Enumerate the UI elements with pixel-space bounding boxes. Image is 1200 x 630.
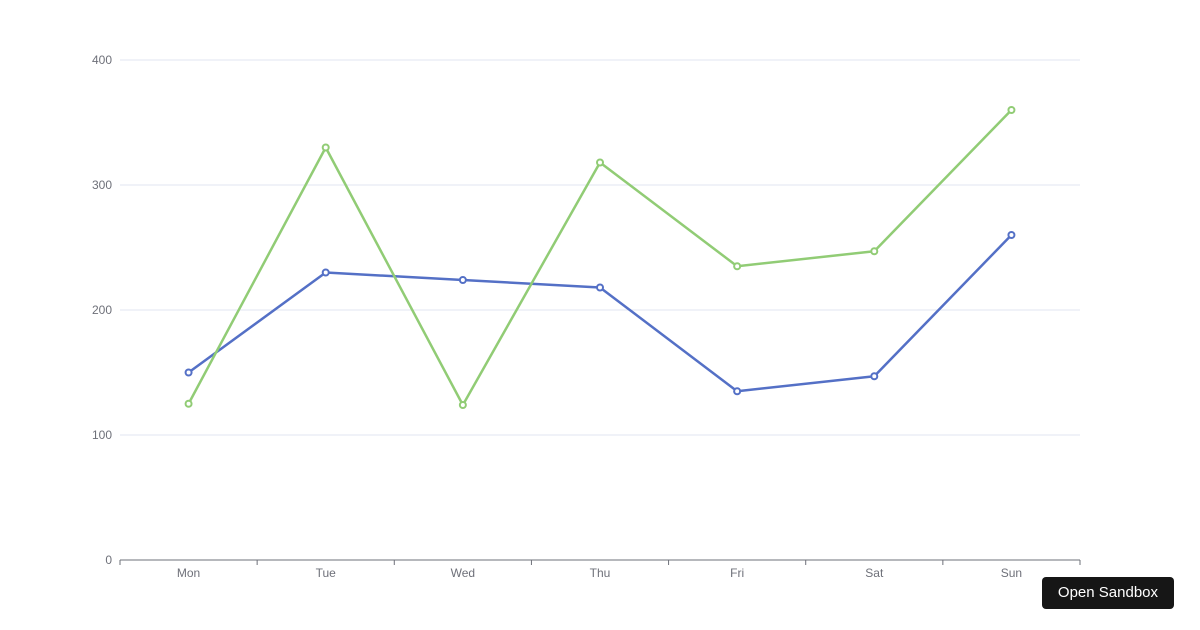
series-green-point	[184, 399, 193, 408]
x-axis-tick-label: Mon	[177, 566, 200, 580]
x-axis-tick-label: Tue	[316, 566, 337, 580]
series-green-point	[321, 143, 330, 152]
x-axis-tick-label: Fri	[730, 566, 744, 580]
series-blue-point	[596, 283, 604, 292]
y-axis-tick-label: 200	[92, 303, 112, 317]
series-green-point	[1007, 106, 1016, 114]
y-axis-tick-label: 300	[92, 178, 112, 192]
open-sandbox-button[interactable]: Open Sandbox	[1041, 577, 1174, 609]
x-axis-tick-label: Sat	[865, 566, 884, 580]
series-green-point	[596, 158, 604, 167]
series-blue-point	[733, 387, 742, 396]
x-axis-tick-label: Wed	[451, 566, 475, 580]
series-blue-point	[458, 276, 467, 284]
y-axis-tick-label: 400	[92, 53, 112, 67]
x-axis-tick-label: Sun	[1001, 566, 1022, 580]
x-axis-tick-label: Thu	[590, 566, 611, 580]
series-green-point	[733, 262, 742, 271]
series-blue-point	[184, 368, 193, 377]
y-axis-tick-label: 0	[105, 553, 112, 567]
series-blue-point	[1007, 231, 1016, 239]
series-blue-line	[187, 233, 1013, 393]
series-green-point	[458, 401, 467, 409]
series-green-point	[870, 247, 879, 256]
series-blue-point	[321, 268, 330, 277]
series-blue-point	[870, 372, 879, 381]
y-axis-tick-label: 100	[92, 428, 112, 442]
